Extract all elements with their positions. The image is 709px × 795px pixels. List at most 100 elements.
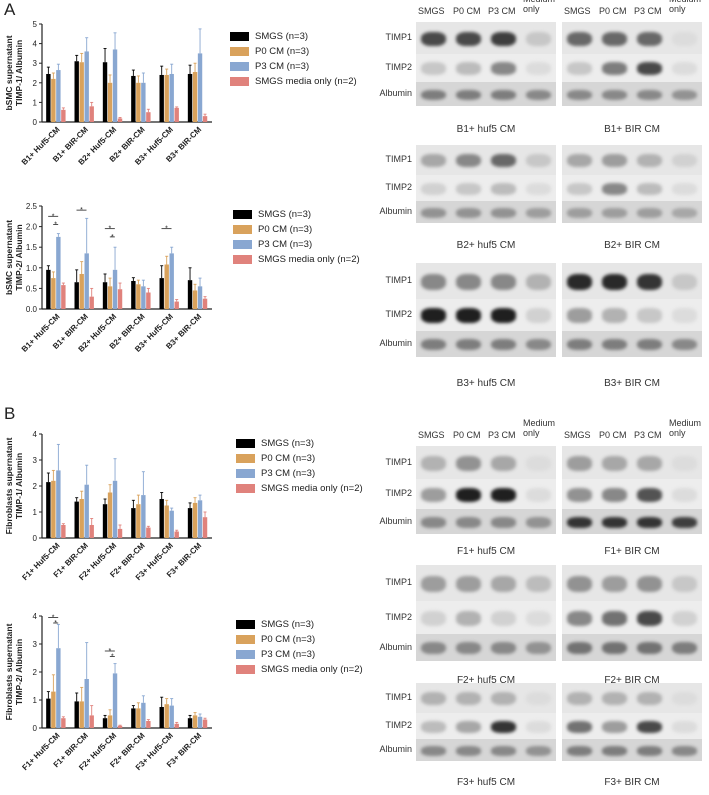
legend-entry: P3 CM (n=3)	[230, 59, 357, 74]
bar	[169, 705, 174, 728]
y-tick-label: 4	[33, 40, 38, 49]
legend-entry: SMGS media only (n=2)	[230, 74, 357, 89]
blot-band	[421, 745, 446, 756]
bar	[51, 78, 56, 122]
bar	[187, 718, 193, 728]
legend-label: SMGS (n=3)	[255, 31, 309, 42]
blot-band	[602, 456, 627, 472]
significance-mark: *	[54, 620, 57, 627]
blot-band	[637, 456, 662, 472]
blot-band	[567, 611, 592, 626]
bar	[169, 73, 174, 122]
lane-label: SMGS	[564, 430, 591, 440]
legend-label: P3 CM (n=3)	[258, 239, 313, 250]
y-tick-label: 1	[33, 696, 38, 705]
blot-band	[421, 62, 446, 76]
blot-band	[672, 642, 697, 655]
legend-swatch	[230, 77, 249, 86]
blot-membrane	[416, 565, 556, 661]
bar	[169, 253, 174, 309]
blot-band	[602, 207, 627, 218]
legend-fibroblasts-timp2: SMGS (n=3) P0 CM (n=3) P3 CM (n=3) SMGS med…	[236, 617, 363, 677]
legend-swatch	[230, 32, 249, 41]
blot-band	[672, 89, 697, 101]
bar	[112, 673, 118, 728]
blot-band	[602, 62, 627, 76]
bar	[164, 704, 169, 728]
blot-lane-header: SMGS P0 CM P3 CM Medium only	[562, 0, 702, 22]
blot-band	[672, 153, 697, 168]
legend-entry: P3 CM (n=3)	[236, 647, 363, 662]
blot-band	[456, 31, 481, 46]
significance-mark: *	[52, 614, 55, 621]
lane-label: Medium only	[523, 418, 556, 438]
bar	[192, 502, 198, 538]
blot-band	[567, 338, 592, 351]
blot-band	[526, 89, 551, 101]
bar	[89, 106, 94, 122]
blot-band	[421, 207, 446, 218]
blot-band	[567, 488, 592, 502]
blot-band	[602, 575, 627, 593]
blot-band	[421, 575, 446, 593]
band-label: Albumin	[379, 641, 412, 652]
blot-band	[602, 611, 627, 626]
lane-label: Medium only	[669, 0, 701, 14]
bar	[159, 74, 164, 122]
bar	[192, 72, 198, 122]
bar	[117, 725, 123, 728]
bar	[146, 292, 151, 309]
blot-band	[672, 338, 697, 351]
y-tick-label: 3	[33, 59, 38, 68]
blot-membrane	[416, 263, 556, 357]
lane-label: P3 CM	[488, 6, 516, 16]
legend-label: P3 CM (n=3)	[261, 649, 316, 660]
blot-band	[567, 308, 592, 323]
blot-band	[491, 62, 516, 76]
blot-lane-header: SMGS P0 CM P3 CM Medium only	[416, 0, 556, 22]
blot-band	[602, 642, 627, 655]
y-axis-label: bSMC supernatantTIMP-1/ Albumin	[4, 35, 24, 110]
legend-entry: P0 CM (n=3)	[233, 222, 360, 237]
blot-band	[526, 338, 551, 351]
band-label: TIMP1	[385, 456, 412, 467]
blot-band	[491, 182, 516, 195]
bar	[159, 278, 164, 309]
blot-band	[456, 745, 481, 756]
legend-entry: P3 CM (n=3)	[236, 466, 363, 481]
band-label: TIMP2	[385, 181, 412, 192]
chart-bsmc-timp2: bSMC supernatantTIMP-2/ Albumin 0.0 0.5 1.0…	[0, 196, 225, 371]
bar	[164, 505, 169, 538]
chart-fibroblasts-timp2: Fibroblasts supernatantTIMP-2/ Albumin 0 1…	[0, 606, 225, 790]
band-label: TIMP2	[385, 719, 412, 730]
blot-band	[491, 642, 516, 655]
blot-caption: F1+ BIR CM	[604, 546, 660, 557]
bar	[51, 278, 56, 309]
blot-band	[567, 31, 592, 46]
blot-band	[567, 691, 592, 706]
blot-band	[672, 488, 697, 502]
blot-band	[672, 720, 697, 733]
blot-band	[456, 516, 481, 528]
bar	[202, 116, 208, 122]
blot-membrane	[416, 446, 556, 534]
bar	[141, 286, 146, 309]
bar	[197, 286, 203, 309]
legend-entry: P3 CM (n=3)	[233, 237, 360, 252]
legend-entry: SMGS (n=3)	[236, 436, 363, 451]
bar	[131, 708, 136, 728]
bar	[61, 285, 66, 309]
bar	[102, 718, 108, 728]
blot-band	[602, 31, 627, 46]
lane-label: P0 CM	[453, 6, 481, 16]
blot-band	[491, 456, 516, 472]
y-tick-label: 1.5	[26, 243, 38, 252]
bar	[117, 118, 123, 122]
bar	[146, 721, 151, 728]
legend-label: P0 CM (n=3)	[261, 453, 316, 464]
blot-band	[421, 153, 446, 168]
blot-caption: F2+ huf5 CM	[456, 675, 516, 686]
lane-label: P0 CM	[599, 430, 627, 440]
blot-band	[526, 611, 551, 626]
bar	[102, 504, 108, 538]
